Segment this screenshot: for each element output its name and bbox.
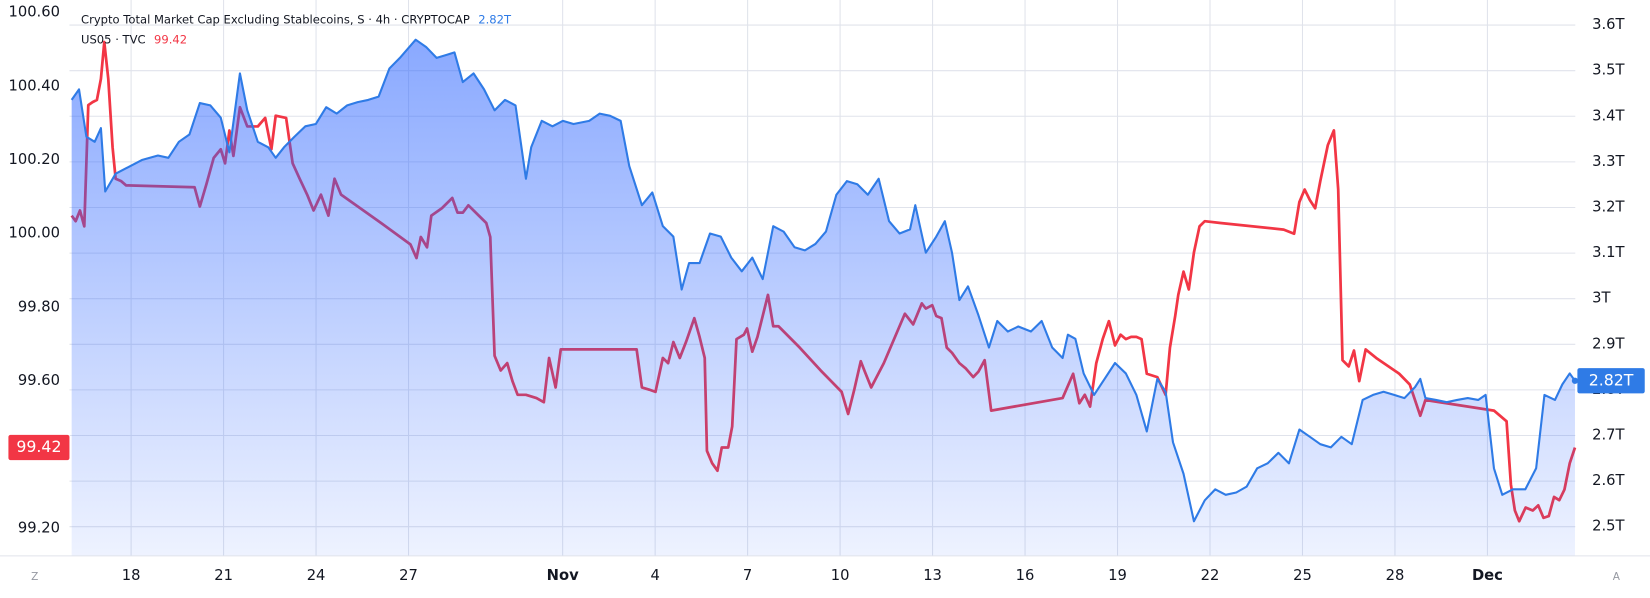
x-tick-label: 22 <box>1201 567 1220 584</box>
legend-name: Crypto Total Market Cap Excluding Stable… <box>81 13 470 27</box>
x-tick-label: 16 <box>1016 567 1035 584</box>
x-tick-label: 25 <box>1293 567 1312 584</box>
x-tick-label: 10 <box>831 567 850 584</box>
x-tick-label: 13 <box>923 567 942 584</box>
x-tick-label: 7 <box>743 567 752 584</box>
legend-value: 2.82T <box>478 13 512 27</box>
y-tick-label: 99.60 <box>18 372 60 389</box>
y2-tick-label: 3.6T <box>1592 16 1625 33</box>
x-tick-label: 21 <box>214 567 233 584</box>
y-tick-label: 100.20 <box>8 151 60 168</box>
line <box>70 38 1576 523</box>
x-tick-label: 18 <box>122 567 141 584</box>
price-tag-label: 2.82T <box>1589 370 1634 389</box>
corner-mark: Z <box>31 571 38 583</box>
y2-tick-label: 3.1T <box>1592 244 1625 261</box>
axes: 18 21 24 27 Nov 4 7 10 13 16 19 22 25 28 Dec 2.5T 2.6T 2.… <box>8 4 1645 584</box>
y2-tick-label: 3T <box>1592 290 1611 307</box>
last-point <box>1571 377 1579 384</box>
y-tick-label: 100.60 <box>8 4 60 21</box>
x-tick-label: 19 <box>1108 567 1127 584</box>
corner-mark: A <box>1613 571 1621 583</box>
price-tag <box>8 434 70 461</box>
x-tick-label: 4 <box>650 567 659 584</box>
y-tick-label: 99.80 <box>18 298 60 315</box>
x-tick-label: Dec <box>1472 567 1503 584</box>
y2-tick-label: 3.4T <box>1592 107 1625 124</box>
y2-tick-label: 2.7T <box>1592 426 1625 443</box>
y2-tick-label: 2.6T <box>1592 472 1625 489</box>
area <box>71 39 1575 556</box>
plot-area <box>70 38 1579 556</box>
legend-value: 99.42 <box>154 33 187 47</box>
x-tick-label: 24 <box>307 567 326 584</box>
y2-tick-label: 3.3T <box>1592 153 1625 170</box>
x-tick-label: Nov <box>547 567 579 584</box>
y2-tick-label: 3.5T <box>1592 62 1625 79</box>
price-tag-label: 99.42 <box>16 437 61 456</box>
y-tick-label: 99.20 <box>18 520 60 537</box>
y2-tick-label: 3.2T <box>1592 198 1625 215</box>
y-tick-label: 100.40 <box>8 77 60 94</box>
y2-tick-label: 2.9T <box>1592 335 1625 352</box>
x-tick-label: 27 <box>399 567 418 584</box>
y2-tick-label: 2.5T <box>1592 518 1625 535</box>
y-tick-label: 100.00 <box>8 225 60 242</box>
x-tick-label: 28 <box>1386 567 1405 584</box>
price-tag <box>1577 368 1645 394</box>
legend-name: US05 · TVC <box>81 33 146 47</box>
